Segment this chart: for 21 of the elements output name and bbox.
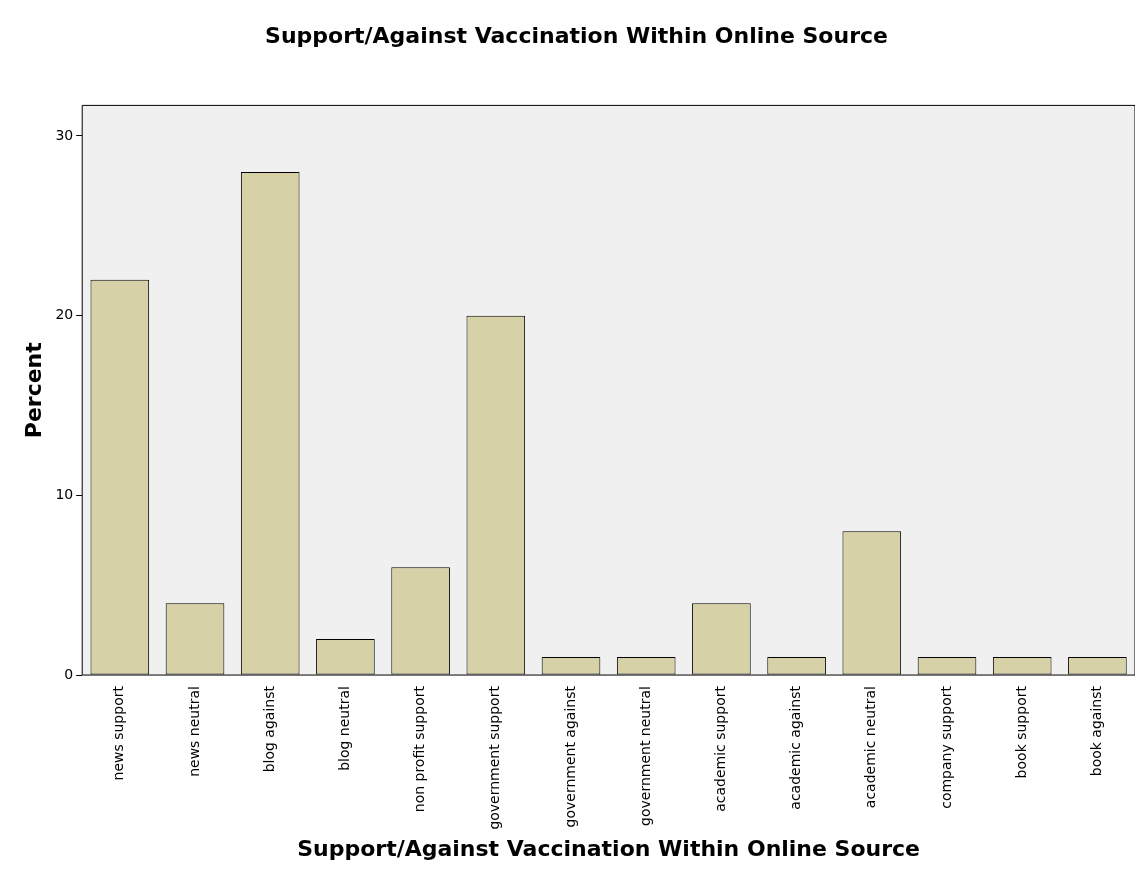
x-tick-label: government against (561, 685, 578, 828)
x-tick-label: government support (486, 685, 503, 830)
y-axis-title: Percent (20, 341, 46, 439)
x-tick-label: news support (110, 685, 127, 781)
x-tick-label: non profit support (411, 685, 428, 813)
x-tick-label: company support (937, 685, 954, 809)
x-tick-label: government neutral (636, 686, 653, 826)
x-tick-label: book against (1088, 685, 1105, 777)
x-tick-label: news neutral (185, 686, 202, 777)
x-tick-label: academic against (787, 685, 804, 810)
y-tick-label: 20 (55, 306, 74, 323)
x-tick-label: book support (1012, 685, 1029, 779)
x-tick-label: blog neutral (336, 686, 353, 771)
y-tick-label: 30 (55, 126, 74, 143)
chart-title: Support/Against Vaccination Within Online Source (265, 22, 888, 48)
y-tick-label: 0 (64, 665, 74, 682)
x-axis-title: Support/Against Vaccination Within Online Source (297, 835, 921, 861)
x-tick-label: academic neutral (862, 686, 879, 809)
x-tick-label: academic support (712, 685, 729, 812)
x-tick-label: blog against (260, 685, 277, 773)
y-tick-label: 10 (55, 485, 74, 502)
